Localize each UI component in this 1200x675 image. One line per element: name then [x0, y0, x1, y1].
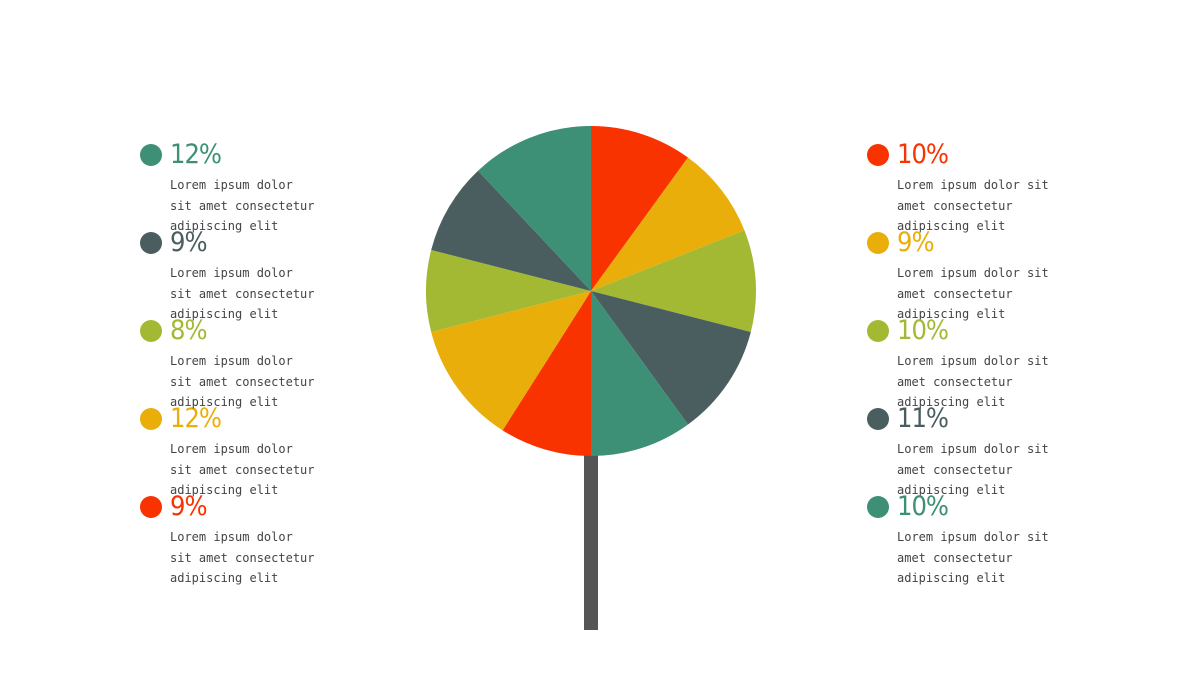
pie-slice: [591, 230, 756, 333]
description: Lorem ipsum dolor sit amet consectetur a…: [170, 442, 315, 497]
value-label: 12%: [170, 139, 222, 170]
pie-slice: [431, 291, 591, 431]
description: Lorem ipsum dolor sit amet consectetur a…: [170, 530, 315, 585]
value-label: 9%: [170, 227, 208, 258]
value-label: 9%: [897, 227, 935, 258]
value-label: 10%: [897, 139, 949, 170]
legend-dot: [140, 408, 162, 430]
pie-slice: [431, 170, 591, 291]
description: Lorem ipsum dolor sit amet consectetur a…: [897, 442, 1049, 497]
description: Lorem ipsum dolor sit amet consectetur a…: [170, 178, 315, 233]
legend-dot: [140, 144, 162, 166]
pie-slice: [591, 126, 688, 291]
description: Lorem ipsum dolor sit amet consectetur a…: [897, 266, 1049, 321]
pie-slice: [591, 291, 688, 456]
pie-slice: [426, 249, 591, 333]
legend-dot: [867, 320, 889, 342]
legend-dot: [140, 232, 162, 254]
description: Lorem ipsum dolor sit amet consectetur a…: [170, 266, 315, 321]
legend-dot: [140, 320, 162, 342]
legend-dot: [867, 496, 889, 518]
pie-slice: [478, 126, 591, 291]
legend-dot: [140, 496, 162, 518]
value-label: 8%: [170, 315, 208, 346]
value-label: 10%: [897, 491, 949, 522]
legend-dot: [867, 232, 889, 254]
legend-dot: [867, 144, 889, 166]
value-label: 10%: [897, 315, 949, 346]
description: Lorem ipsum dolor sit amet consectetur a…: [897, 530, 1049, 585]
value-label: 9%: [170, 491, 208, 522]
description: Lorem ipsum dolor sit amet consectetur a…: [170, 354, 315, 409]
lollipop-stem: [584, 440, 598, 630]
description: Lorem ipsum dolor sit amet consectetur a…: [897, 178, 1049, 233]
description: Lorem ipsum dolor sit amet consectetur a…: [897, 354, 1049, 409]
pie-slice: [591, 291, 751, 425]
value-label: 12%: [170, 403, 222, 434]
pie-slice: [591, 157, 745, 291]
pie-slice: [502, 291, 591, 456]
legend-dot: [867, 408, 889, 430]
value-label: 11%: [897, 403, 949, 434]
